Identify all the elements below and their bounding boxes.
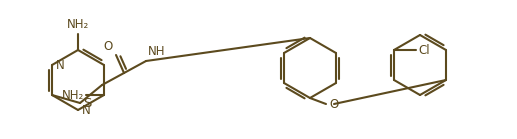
Text: N: N <box>56 59 65 71</box>
Text: N: N <box>82 104 91 116</box>
Text: NH: NH <box>148 45 165 58</box>
Text: NH₂: NH₂ <box>67 18 89 31</box>
Text: O: O <box>329 97 338 111</box>
Text: NH₂: NH₂ <box>62 89 84 101</box>
Text: O: O <box>104 40 113 53</box>
Text: Cl: Cl <box>418 44 430 56</box>
Text: S: S <box>83 96 92 110</box>
